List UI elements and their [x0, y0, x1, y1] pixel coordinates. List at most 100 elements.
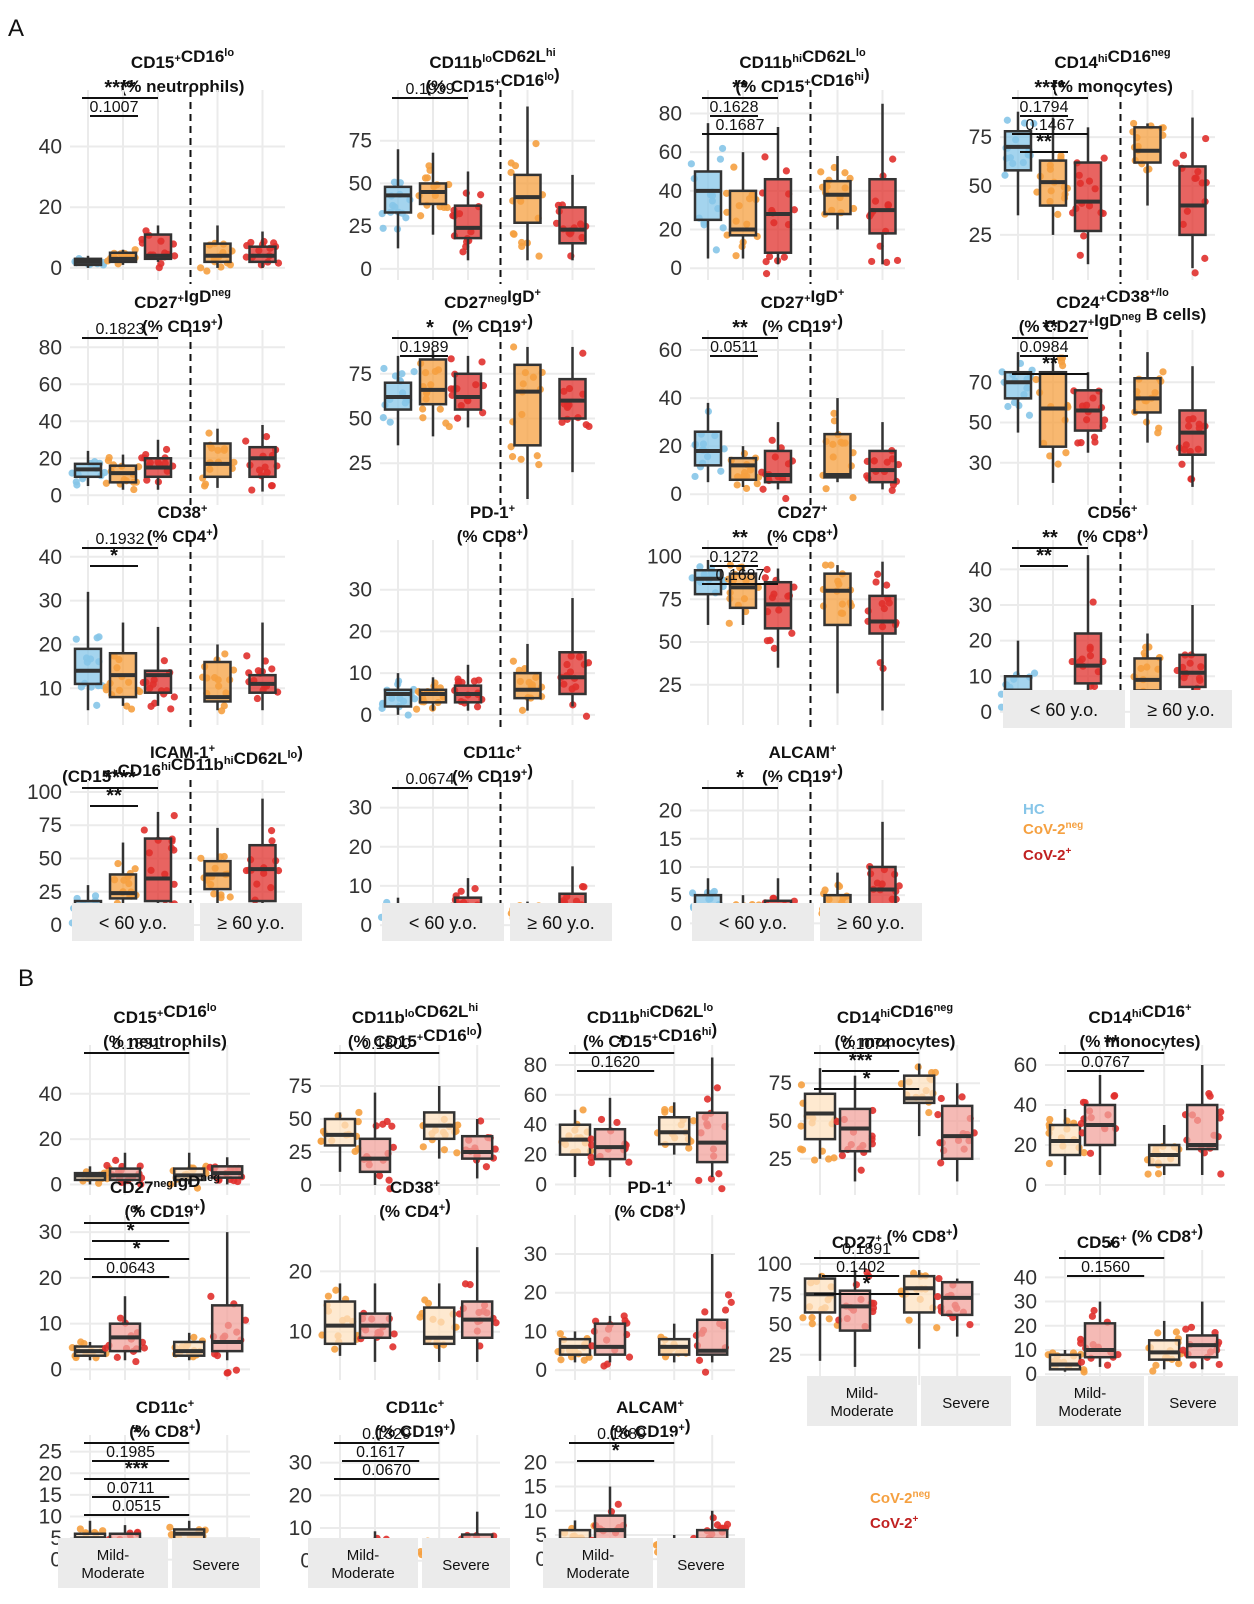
box-CoV-2neg	[203, 242, 232, 264]
y-tick-label: 60	[39, 373, 62, 396]
data-point	[477, 1117, 485, 1125]
data-point	[220, 702, 228, 710]
comparison-label: ***	[125, 1458, 149, 1480]
comparison-label: 0.1467	[1026, 117, 1075, 134]
strip-b-mild-3-label: Moderate	[830, 1403, 893, 1420]
comparison-label: *	[736, 767, 744, 789]
data-point	[579, 1106, 587, 1114]
data-point	[830, 1154, 838, 1162]
y-tick-label: 40	[969, 558, 992, 581]
comparison-label: **	[1042, 527, 1058, 549]
y-tick-label: 25	[969, 224, 992, 247]
data-point	[471, 885, 479, 893]
y-tick-label: 10	[1014, 1339, 1037, 1362]
box-CoV-2neg	[513, 363, 542, 447]
comparison-label: 0.1831	[112, 1036, 161, 1053]
data-point	[759, 485, 767, 493]
comparison-label: 0.1687	[716, 117, 765, 134]
data-point	[390, 178, 399, 186]
data-point	[825, 1315, 833, 1323]
comparison-label: ****	[1034, 77, 1065, 99]
data-point	[201, 482, 209, 490]
y-tick-label: 20	[1014, 1315, 1037, 1338]
y-tick-label: 20	[289, 1484, 312, 1507]
data-point	[1103, 1361, 1112, 1369]
y-tick-label: 20	[524, 1144, 547, 1167]
comparison-label: 0.0984	[1020, 339, 1069, 356]
data-point	[268, 837, 276, 845]
comparison-label: ***	[849, 1050, 873, 1072]
data-point	[770, 644, 778, 652]
data-point	[268, 482, 276, 490]
y-tick-label: 100	[757, 1253, 792, 1276]
chart-3: CD14hiCD16neg (% monocytes) 25 50 75 ****0.17…	[969, 47, 1215, 284]
data-point	[162, 445, 171, 454]
box-CoV-2+	[1185, 1103, 1219, 1151]
data-point	[102, 479, 110, 487]
y-tick-label: 10	[349, 662, 372, 685]
plot-title-line-0: CD14hiCD16neg	[837, 1002, 953, 1027]
y-tick-label: 75	[39, 814, 62, 837]
y-tick-label: 0	[670, 912, 682, 935]
data-point	[768, 436, 776, 444]
plot-title-line-0: CD27+	[778, 503, 828, 522]
y-tick-label: 20	[524, 1282, 547, 1305]
data-point	[808, 1314, 816, 1322]
legend-panel-a: HC CoV-2neg CoV-2+	[1023, 801, 1083, 864]
box-CoV-2+	[210, 1304, 244, 1353]
data-point	[790, 206, 798, 214]
data-point	[317, 1137, 325, 1145]
data-point	[166, 1523, 174, 1531]
plots-layer: CD15+CD16lo(% neutrophils)02040****0.100…	[27, 47, 1238, 1588]
data-point	[1154, 429, 1162, 437]
data-point	[104, 457, 113, 465]
data-point	[810, 1156, 819, 1164]
comparison-label: 0.0511	[710, 339, 758, 356]
y-tick-label: 30	[39, 1221, 62, 1244]
comparison-label: *	[133, 1238, 141, 1260]
strip-b-mild-1-bg	[308, 1538, 418, 1588]
strip-b-severe-3-label: Severe	[942, 1395, 990, 1412]
data-point	[385, 1176, 393, 1184]
data-point	[416, 1313, 424, 1321]
data-point	[1091, 438, 1099, 446]
box-CoV-2+	[593, 1127, 627, 1161]
data-point	[217, 894, 225, 902]
data-point	[1130, 119, 1138, 128]
data-point	[718, 1185, 726, 1193]
plot-title-line-0: CD11bhiCD62Llo	[587, 1002, 714, 1027]
comparison-label: *	[612, 1440, 620, 1462]
comparison-label: *	[133, 1422, 141, 1444]
data-point	[375, 1172, 384, 1180]
y-tick-label: 0	[50, 914, 62, 937]
data-point	[722, 189, 731, 197]
plot-title-line-1: (% CD15+CD16hi)	[735, 65, 869, 96]
data-point	[1179, 1346, 1187, 1354]
y-tick-label: 25	[769, 1148, 792, 1171]
plot-title-line-0: CD14hiCD16neg	[1054, 47, 1170, 72]
data-point	[1004, 402, 1012, 411]
y-tick-label: 50	[659, 631, 682, 654]
y-tick-label: 20	[969, 630, 992, 653]
chart-8: CD38+(% CD4+) 10 20 30 40 0.1932*	[39, 503, 285, 729]
data-point	[587, 1158, 596, 1167]
data-point	[1175, 1360, 1183, 1368]
y-tick-label: 0	[535, 1359, 547, 1382]
comparison-label: **	[732, 527, 748, 549]
data-point	[242, 253, 250, 261]
plot-title-line-0: ALCAM+	[769, 743, 837, 762]
y-tick-label: 80	[524, 1054, 547, 1077]
data-point	[160, 657, 168, 665]
data-point	[517, 455, 525, 463]
plot-title-line-1: (% CD8+)	[614, 1196, 686, 1221]
data-point	[1172, 1328, 1180, 1336]
strip-b-severe-1-bg	[422, 1538, 510, 1588]
data-point	[1001, 171, 1009, 179]
y-tick-label: 20	[1014, 1134, 1037, 1157]
data-point	[685, 1144, 693, 1152]
y-tick-label: 20	[349, 836, 372, 859]
strip-b-mild-4-bg	[1036, 1376, 1144, 1426]
data-point	[1086, 1149, 1095, 1157]
y-tick-label: 25	[769, 1344, 792, 1367]
